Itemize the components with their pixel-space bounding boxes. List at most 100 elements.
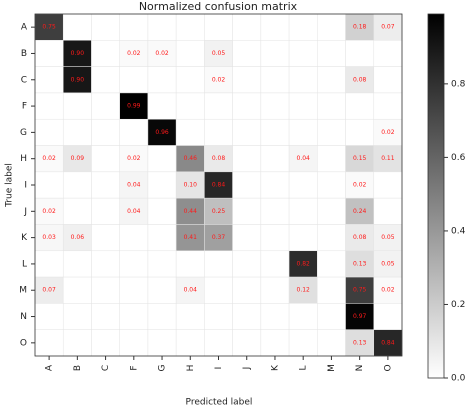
cell-label: 0.04	[297, 155, 311, 162]
cell	[232, 66, 262, 94]
cell	[147, 276, 177, 304]
cell	[317, 250, 346, 278]
cell	[204, 145, 233, 173]
cell	[119, 329, 149, 357]
cell-label: 0.03	[42, 234, 56, 241]
cell	[62, 66, 92, 94]
cell	[62, 118, 92, 146]
cell-label: 0.04	[127, 182, 141, 189]
cell	[288, 66, 318, 94]
x-tick-label: B	[73, 365, 83, 371]
x-tick-label: M	[327, 364, 337, 372]
colorbar-tick-label: 0.8	[451, 79, 466, 89]
cell-label: 0.04	[184, 287, 198, 294]
x-tick-label: A	[45, 364, 55, 371]
cell	[232, 118, 262, 146]
cell-label: 0.13	[353, 339, 367, 346]
cell	[91, 250, 120, 278]
cell	[260, 197, 290, 225]
cell-label: 0.02	[127, 50, 141, 57]
cell-label: 0.24	[353, 208, 367, 215]
cell	[232, 224, 262, 252]
y-tick-label: M	[19, 286, 27, 296]
cell	[147, 118, 177, 146]
cell-label: 0.05	[212, 50, 226, 57]
cell-label: 0.02	[212, 76, 226, 83]
cell-label: 0.82	[297, 260, 311, 267]
cell	[147, 171, 177, 199]
cell	[91, 197, 120, 225]
cell	[119, 303, 149, 330]
cell-label: 0.97	[353, 313, 367, 320]
cell	[345, 118, 375, 146]
colorbar-tick-label: 0.0	[451, 374, 466, 384]
cell	[232, 303, 262, 330]
cell	[373, 40, 403, 67]
y-tick-label: N	[20, 312, 27, 322]
cell	[147, 197, 177, 225]
cell	[373, 197, 403, 225]
cell-label: 0.11	[381, 155, 395, 162]
cell	[34, 171, 64, 199]
cell	[317, 303, 346, 330]
cell	[288, 276, 318, 304]
cell	[204, 197, 233, 225]
cell	[317, 40, 346, 67]
cell-label: 0.02	[381, 129, 395, 136]
cell	[34, 145, 64, 173]
x-tick-label: I	[214, 367, 224, 370]
cell-label: 0.75	[42, 24, 56, 31]
cell	[288, 171, 318, 199]
cell	[232, 92, 262, 120]
cell-label: 0.02	[127, 155, 141, 162]
cell	[288, 118, 318, 146]
cell	[175, 145, 205, 173]
cell-label: 0.96	[155, 129, 169, 136]
y-tick-label: L	[22, 259, 27, 269]
cell	[260, 171, 290, 199]
cell	[147, 145, 177, 173]
cell	[232, 13, 262, 41]
cell-label: 0.07	[42, 287, 56, 294]
cell	[317, 118, 346, 146]
cell-label: 0.44	[184, 208, 198, 215]
cell	[147, 303, 177, 330]
cell-label: 0.02	[155, 50, 169, 57]
y-tick-label: G	[20, 128, 27, 138]
cell	[147, 224, 177, 252]
cell	[232, 197, 262, 225]
cell	[34, 92, 64, 120]
cell	[345, 145, 375, 173]
cell	[288, 40, 318, 67]
cell	[175, 303, 205, 330]
x-tick-label: N	[355, 365, 365, 372]
cell	[204, 250, 233, 278]
cell	[260, 224, 290, 252]
cell-label: 0.09	[71, 155, 85, 162]
cell	[91, 303, 120, 330]
cell-label: 0.08	[353, 76, 367, 83]
cell	[345, 171, 375, 199]
cell-label: 0.15	[353, 155, 367, 162]
cell	[317, 224, 346, 252]
cell-label: 0.13	[353, 260, 367, 267]
cell	[147, 329, 177, 357]
x-tick-label: J	[242, 367, 252, 371]
cell	[175, 92, 205, 120]
cell	[317, 197, 346, 225]
cell	[62, 276, 92, 304]
cell	[147, 92, 177, 120]
cell	[91, 66, 120, 94]
cell-label: 0.12	[297, 287, 311, 294]
cell-label: 0.04	[127, 208, 141, 215]
cell-label: 0.05	[381, 234, 395, 241]
cell	[373, 224, 403, 252]
y-axis-label: True label	[5, 163, 15, 208]
cell-label: 0.18	[353, 24, 367, 31]
cell	[288, 250, 318, 278]
cell	[91, 224, 120, 252]
cell-label: 0.37	[212, 234, 226, 241]
cell	[91, 171, 120, 199]
cell-label: 0.84	[381, 339, 395, 346]
cell	[204, 329, 233, 357]
